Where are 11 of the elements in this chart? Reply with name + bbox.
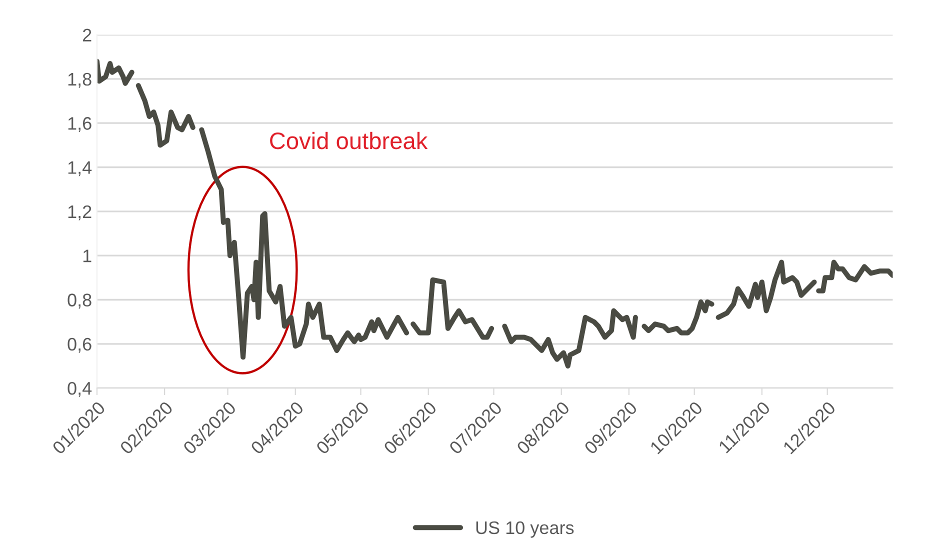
y-tick-label: 1,2: [68, 205, 92, 220]
legend-label: US 10 years: [476, 521, 574, 538]
annotation: Covid outbreak: [270, 132, 428, 150]
y-tick-label: 0,8: [68, 294, 92, 309]
y-tick-label: 0,6: [68, 338, 92, 353]
y-tick-label: 1: [83, 250, 92, 262]
y-tick-label: 1,4: [68, 161, 92, 176]
y-tick-label: 2: [82, 28, 92, 42]
y-tick-label: 0,4: [68, 382, 92, 397]
y-tick-label: 1,6: [68, 117, 92, 132]
y-tick-label: 1,8: [68, 72, 92, 88]
